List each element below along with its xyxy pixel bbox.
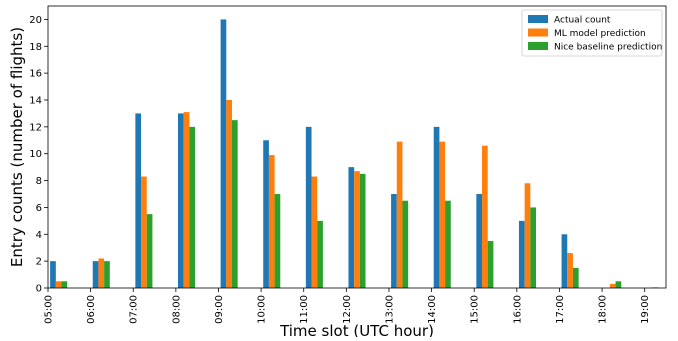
bar-nice-baseline-prediction-3 [189, 127, 195, 288]
x-tick-label: 12:00 [342, 295, 353, 324]
bar-nice-baseline-prediction-7 [360, 174, 366, 288]
x-tick-label: 07:00 [129, 295, 140, 324]
bar-ml-model-prediction-13 [610, 284, 616, 288]
bar-nice-baseline-prediction-12 [573, 268, 579, 288]
bar-ml-model-prediction-11 [525, 183, 531, 288]
y-tick-label: 2 [36, 257, 42, 268]
bar-nice-baseline-prediction-5 [275, 194, 281, 288]
bar-nice-baseline-prediction-11 [530, 207, 536, 288]
bar-ml-model-prediction-4 [226, 100, 232, 288]
bar-nice-baseline-prediction-4 [232, 120, 238, 288]
legend-swatch [528, 42, 548, 50]
y-tick-label: 20 [29, 15, 42, 26]
y-tick-label: 16 [29, 69, 42, 80]
x-tick-label: 13:00 [384, 295, 395, 324]
legend-label: ML model prediction [554, 29, 646, 39]
y-axis: 0 2 4 6 8 10 12 14 16 18 20 [29, 15, 48, 295]
x-tick-label: 05:00 [44, 295, 55, 324]
bar-ml-model-prediction-7 [354, 171, 360, 288]
bar-nice-baseline-prediction-2 [147, 214, 153, 288]
bar-ml-model-prediction-1 [98, 258, 104, 288]
bar-actual-count-7 [348, 167, 354, 288]
x-axis: 05:00 06:00 07:00 08:00 09:00 10:00 11:00 12:00… [44, 288, 678, 324]
bar-actual-count-4 [221, 19, 227, 288]
bar-ml-model-prediction-10 [482, 146, 488, 288]
legend-swatch [528, 15, 548, 23]
bar-actual-count-12 [562, 234, 568, 288]
legend: Actual count ML model prediction Nice base… [522, 10, 662, 56]
bar-nice-baseline-prediction-6 [317, 221, 323, 288]
legend-label: Nice baseline prediction [554, 43, 662, 53]
bar-actual-count-10 [476, 194, 482, 288]
x-tick-label: 19:00 [640, 295, 651, 324]
y-tick-label: 10 [29, 149, 42, 160]
y-tick-label: 6 [36, 203, 42, 214]
bar-actual-count-2 [135, 113, 141, 288]
bar-nice-baseline-prediction-0 [62, 281, 68, 288]
bar-ml-model-prediction-9 [439, 142, 445, 288]
bar-actual-count-11 [519, 221, 525, 288]
bar-nice-baseline-prediction-1 [104, 261, 110, 288]
x-tick-label: 17:00 [555, 295, 566, 324]
x-tick-label: 06:00 [86, 295, 97, 324]
y-tick-label: 18 [29, 42, 42, 53]
legend-label: Actual count [554, 16, 611, 26]
bar-nice-baseline-prediction-8 [402, 201, 408, 288]
bar-ml-model-prediction-5 [269, 155, 275, 288]
bar-actual-count-9 [434, 127, 440, 288]
bar-actual-count-3 [178, 113, 184, 288]
bar-actual-count-1 [93, 261, 99, 288]
x-tick-label: 18:00 [598, 295, 609, 324]
y-axis-label: Entry counts (number of flights) [8, 27, 26, 267]
bar-actual-count-0 [50, 261, 56, 288]
legend-swatch [528, 29, 548, 37]
bar-nice-baseline-prediction-9 [445, 201, 451, 288]
x-tick-label: 15:00 [470, 295, 481, 324]
bar-ml-model-prediction-3 [184, 112, 190, 288]
x-tick-label: 14:00 [427, 295, 438, 324]
bar-ml-model-prediction-8 [397, 142, 403, 288]
x-axis-label: Time slot (UTC hour) [279, 322, 434, 337]
x-tick-label: 08:00 [171, 295, 182, 324]
bar-actual-count-5 [263, 140, 269, 288]
bar-nice-baseline-prediction-13 [616, 281, 622, 288]
bar-ml-model-prediction-2 [141, 177, 147, 288]
y-tick-label: 0 [36, 284, 42, 295]
bar-nice-baseline-prediction-10 [488, 241, 494, 288]
bar-ml-model-prediction-12 [567, 253, 573, 288]
x-tick-label: 11:00 [299, 295, 310, 324]
bar-actual-count-8 [391, 194, 397, 288]
bar-ml-model-prediction-0 [56, 281, 62, 288]
bar-ml-model-prediction-6 [312, 177, 318, 288]
y-tick-label: 4 [36, 230, 42, 241]
x-tick-label: 10:00 [257, 295, 268, 324]
y-tick-label: 14 [29, 96, 42, 107]
bars-group [50, 19, 658, 288]
bar-actual-count-6 [306, 127, 312, 288]
x-tick-label: 16:00 [512, 295, 523, 324]
y-tick-label: 12 [29, 122, 42, 133]
y-tick-label: 8 [36, 176, 42, 187]
x-tick-label: 09:00 [214, 295, 225, 324]
